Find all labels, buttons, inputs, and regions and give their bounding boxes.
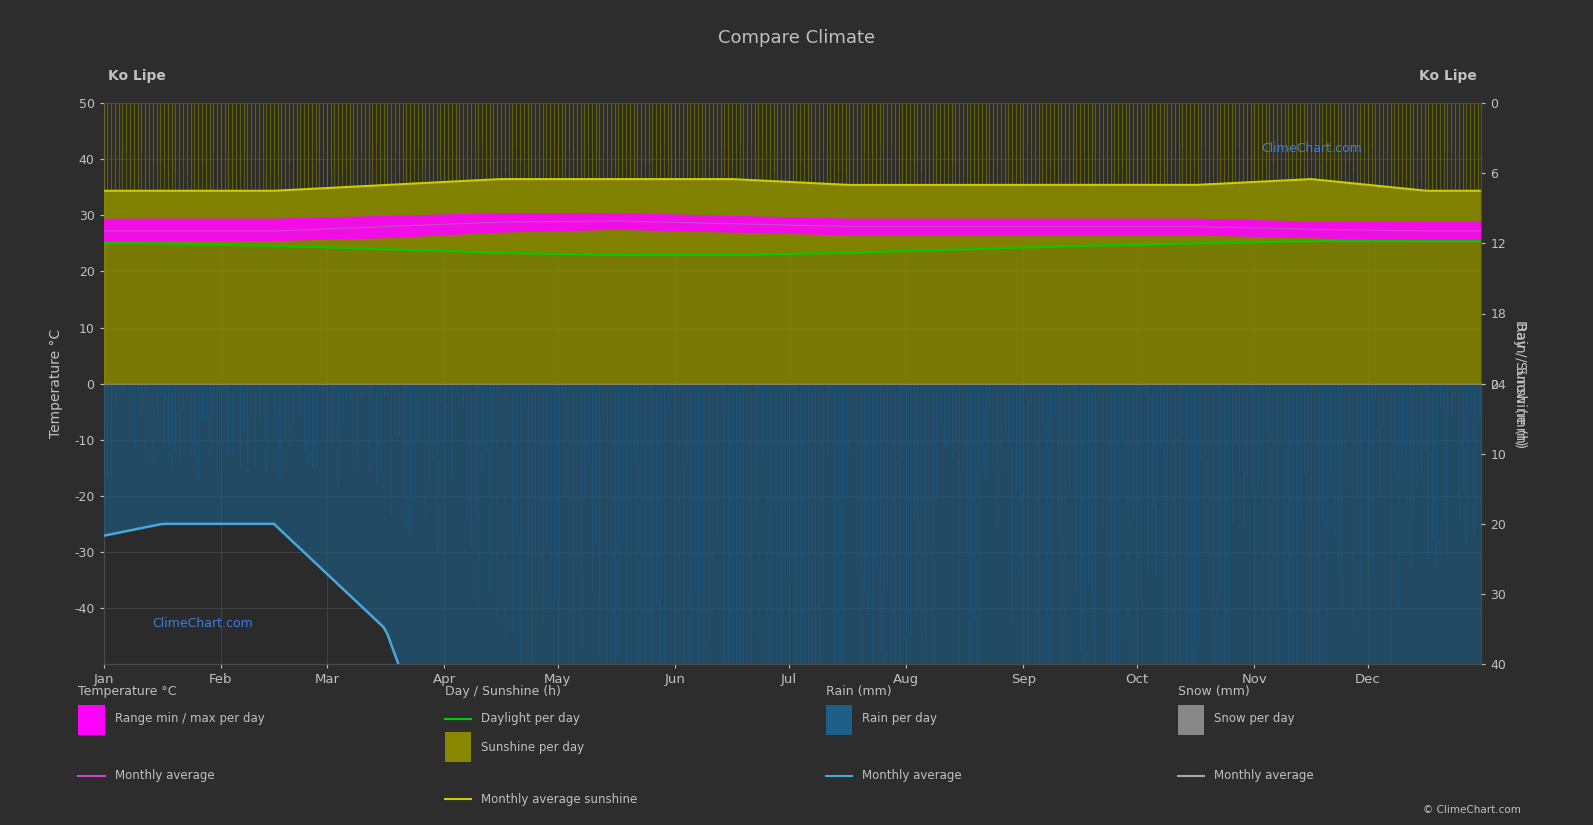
Text: Monthly average sunshine: Monthly average sunshine <box>481 793 637 805</box>
Text: Ko Lipe: Ko Lipe <box>108 69 166 83</box>
Text: Snow per day: Snow per day <box>1214 712 1295 725</box>
Text: Daylight per day: Daylight per day <box>481 712 580 725</box>
Text: Ko Lipe: Ko Lipe <box>1419 69 1477 83</box>
Text: Monthly average: Monthly average <box>862 770 962 782</box>
Bar <box>444 733 472 762</box>
Y-axis label: Temperature °C: Temperature °C <box>49 329 64 438</box>
Text: Range min / max per day: Range min / max per day <box>115 712 264 725</box>
Text: Day / Sunshine (h): Day / Sunshine (h) <box>444 685 561 698</box>
Text: Snow (mm): Snow (mm) <box>1177 685 1249 698</box>
Text: Compare Climate: Compare Climate <box>718 29 875 47</box>
Bar <box>825 705 852 735</box>
Text: Temperature °C: Temperature °C <box>78 685 177 698</box>
Text: Monthly average: Monthly average <box>1214 770 1314 782</box>
Text: Rain (mm): Rain (mm) <box>825 685 892 698</box>
Y-axis label: Day / Sunshine (h): Day / Sunshine (h) <box>1513 319 1528 448</box>
Bar <box>78 705 105 735</box>
Text: ClimeChart.com: ClimeChart.com <box>1262 143 1362 155</box>
Bar <box>1177 705 1204 735</box>
Text: Sunshine per day: Sunshine per day <box>481 741 585 754</box>
Text: Rain per day: Rain per day <box>862 712 937 725</box>
Text: Monthly average: Monthly average <box>115 770 215 782</box>
Text: ClimeChart.com: ClimeChart.com <box>151 617 253 630</box>
Y-axis label: Rain / Snow (mm): Rain / Snow (mm) <box>1513 322 1528 446</box>
Text: © ClimeChart.com: © ClimeChart.com <box>1424 805 1521 815</box>
